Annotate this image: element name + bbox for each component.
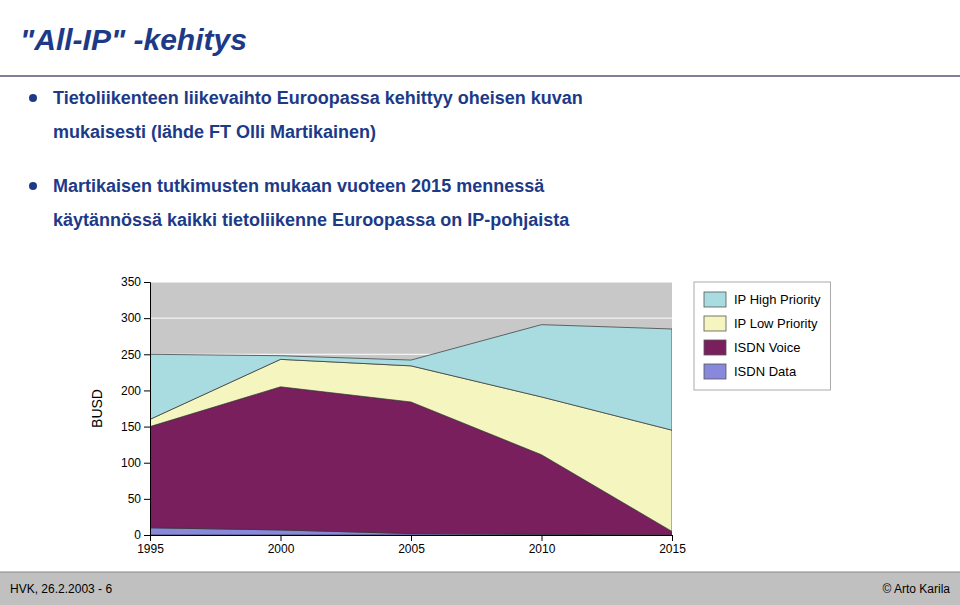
axis-line (144, 283, 151, 536)
tick-label: 300 (121, 311, 141, 325)
tick-mark (144, 354, 150, 355)
tick-mark (542, 535, 543, 541)
grid-line (150, 318, 672, 319)
tick: 150 (121, 420, 150, 434)
legend-label: ISDN Data (734, 364, 797, 379)
bullet-text: mukaisesti (lähde FT Olli Martikainen) (53, 122, 376, 142)
bullet-text: Martikaisen tutkimusten mukaan vuoteen 2… (53, 176, 545, 196)
bullet-text: käytännössä kaikki tietoliikenne Euroopa… (53, 210, 570, 230)
legend-swatch (704, 364, 726, 379)
axis-line (151, 536, 673, 542)
footer-separator (0, 572, 960, 573)
tick: 250 (121, 348, 150, 362)
y-axis-title: BUSD (89, 389, 105, 428)
bullet (29, 182, 37, 190)
tick: 300 (121, 311, 150, 325)
tick-mark (144, 535, 150, 536)
grid (150, 282, 672, 535)
title: "All-IP" -kehitys (20, 23, 247, 56)
bullet-text: Tietoliikenteen liikevaihto Euroopassa k… (53, 88, 583, 108)
bullet (29, 94, 37, 102)
tick-mark (281, 535, 282, 541)
tick-label: 2000 (268, 542, 295, 556)
legend: IP High Priority IP Low Priority ISDN Voic… (694, 282, 830, 390)
chart: 1995 2000 2005 2010 2015 0 50 100 150 200 250 300 35… (89, 275, 830, 555)
tick: 100 (121, 456, 150, 470)
tick-mark (144, 463, 150, 464)
legend-swatch (704, 316, 726, 331)
legend-label: IP Low Priority (734, 316, 818, 331)
tick-label: 200 (121, 384, 141, 398)
tick-mark (411, 535, 412, 541)
tick-label: 250 (121, 348, 141, 362)
tick-label: 0 (134, 528, 141, 542)
y-axis: 0 50 100 150 200 250 300 350 (121, 275, 151, 542)
grid-line (150, 282, 672, 283)
tick-mark (144, 499, 150, 500)
tick-mark (144, 282, 150, 283)
tick-label: 2005 (398, 542, 425, 556)
area (150, 325, 672, 431)
tick: 2005 (398, 535, 425, 556)
x-axis: 1995 2000 2005 2010 2015 (137, 535, 686, 556)
tick: 350 (121, 275, 150, 289)
slide: "All-IP" -kehitys Tietoliikenteen liikeva… (0, 0, 960, 605)
tick: 0 (134, 528, 150, 542)
tick-label: 2015 (659, 542, 686, 556)
tick-mark (144, 318, 150, 319)
tick-mark (144, 427, 150, 428)
tick: 200 (121, 384, 150, 398)
tick: 2010 (529, 535, 556, 556)
tick-label: 50 (128, 492, 142, 506)
plot-background (150, 282, 672, 535)
tick: 2015 (659, 535, 686, 556)
tick: 2000 (268, 535, 295, 556)
areas (150, 325, 672, 535)
footer-right: © Arto Karila (882, 582, 950, 596)
tick-label: 350 (121, 275, 141, 289)
tick-label: 150 (121, 420, 141, 434)
footer-background (0, 572, 960, 605)
legend-label: ISDN Voice (734, 340, 800, 355)
tick-mark (672, 535, 673, 541)
title-separator (0, 75, 960, 77)
legend-swatch (704, 292, 726, 307)
footer-left: HVK, 26.2.2003 - 6 (10, 582, 112, 596)
tick-label: 2010 (529, 542, 556, 556)
tick-label: 100 (121, 456, 141, 470)
tick: 50 (128, 492, 150, 506)
legend-label: IP High Priority (734, 292, 821, 307)
legend-frame (694, 282, 830, 390)
tick-mark (144, 390, 150, 391)
tick-label: 1995 (137, 542, 164, 556)
tick: 1995 (137, 535, 164, 556)
legend-swatch (704, 340, 726, 355)
